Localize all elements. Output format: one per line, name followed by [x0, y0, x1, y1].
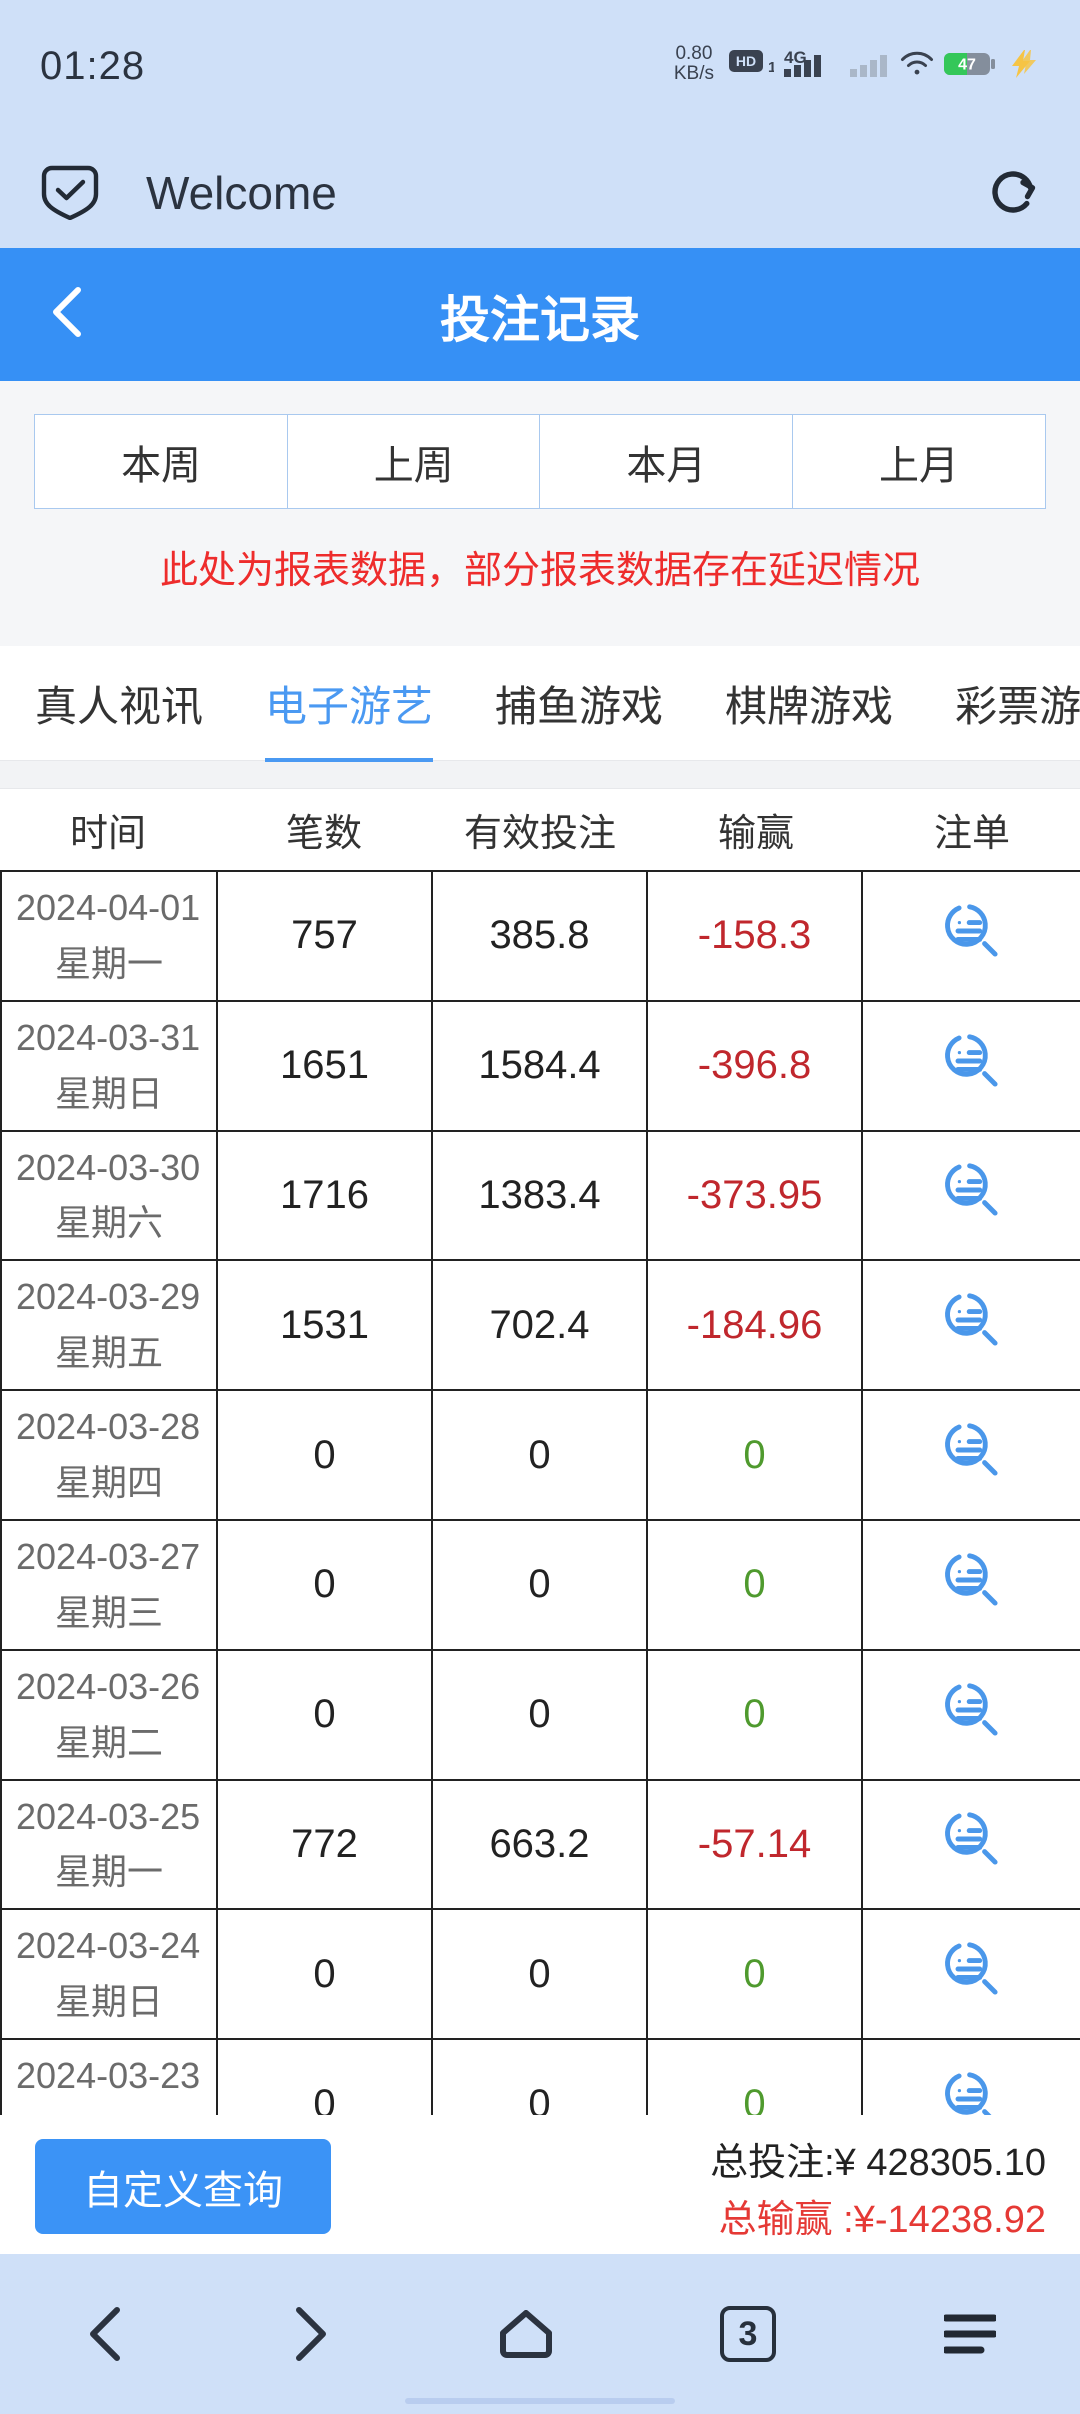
svg-text:47: 47: [958, 57, 976, 74]
svg-text:1: 1: [768, 59, 774, 76]
svg-text:HD: HD: [736, 53, 756, 69]
svg-text:4G: 4G: [784, 49, 807, 67]
